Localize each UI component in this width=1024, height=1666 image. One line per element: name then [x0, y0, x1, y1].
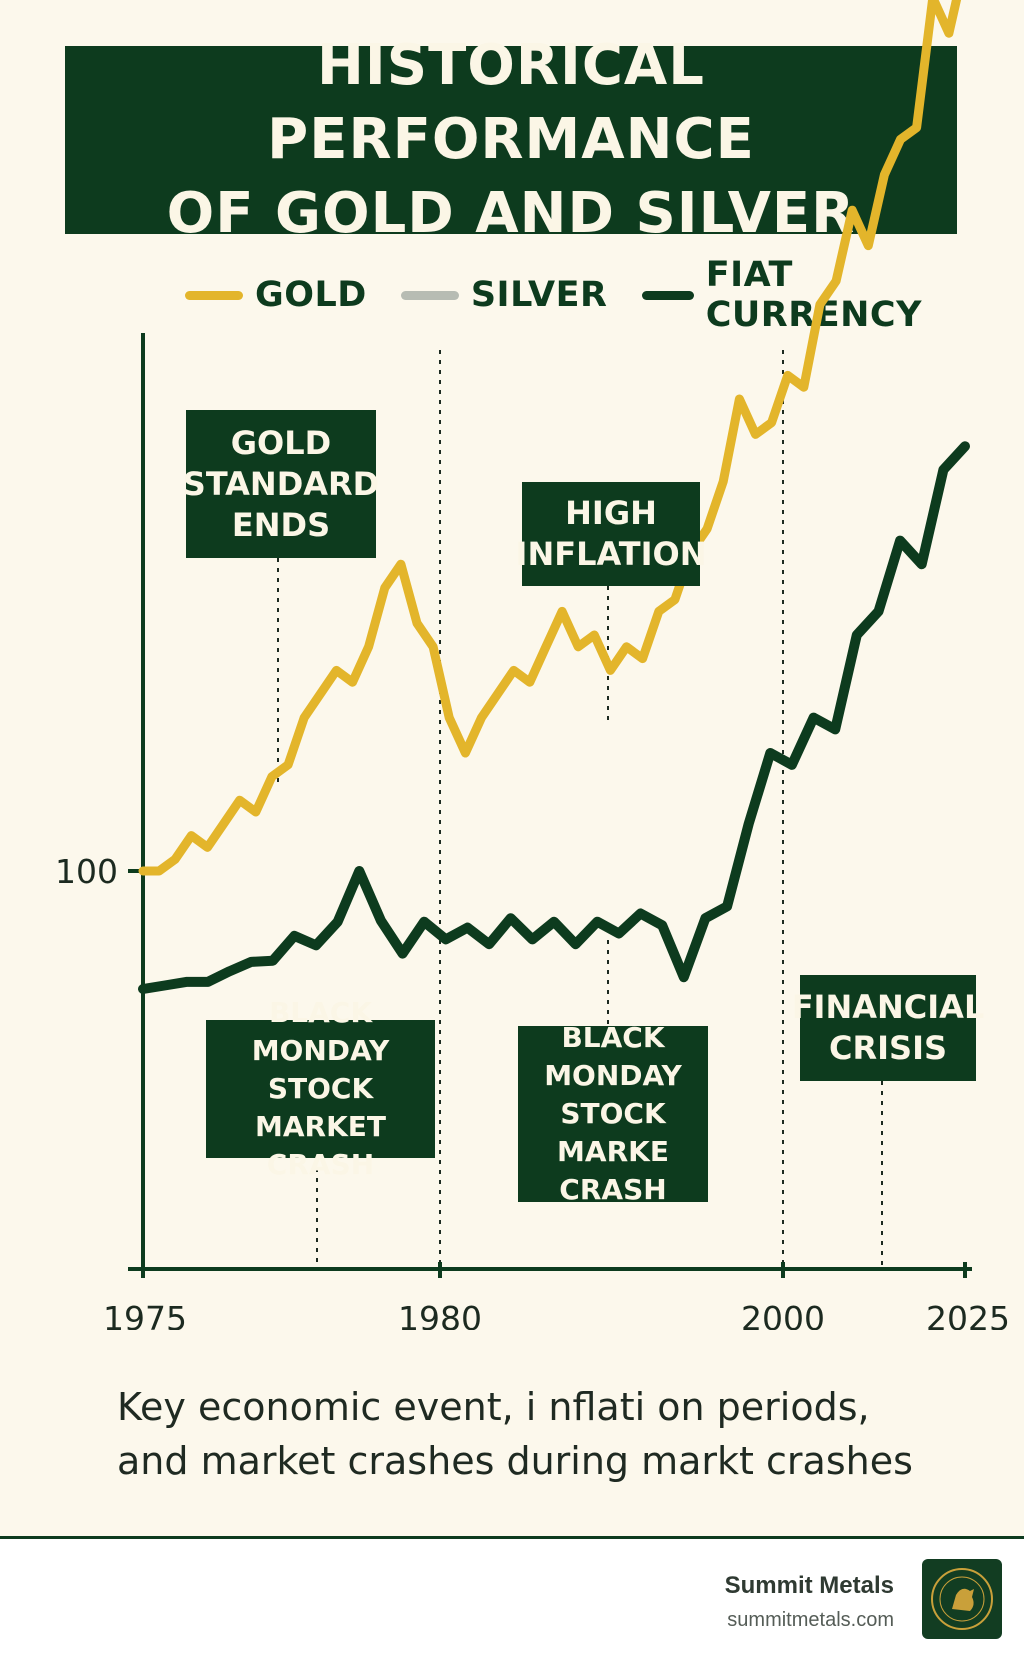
series-line-gold	[138, 0, 962, 876]
legend-item-gold: GOLD	[185, 275, 367, 315]
brand-logo	[922, 1559, 1002, 1639]
x-tick-label-1975: 1975	[103, 1299, 187, 1330]
chart-title-banner: HISTORICAL PERFORMANCE OF GOLD AND SILVER	[65, 33, 957, 246]
chart-title: HISTORICAL PERFORMANCE OF GOLD AND SILVER	[166, 33, 856, 246]
x-tick-label-1980: 1980	[398, 1299, 482, 1330]
x-tick-label-2025: 2025	[926, 1299, 1010, 1330]
event-label-high-inflation: HIGH INFLATION	[516, 482, 706, 586]
lion-crest-icon	[931, 1568, 993, 1630]
brand-name: Summit Metals	[724, 1572, 894, 1599]
chart-legend: GOLD SILVER FIAT CURRENCY	[185, 255, 1024, 335]
legend-swatch-gold	[185, 290, 243, 300]
legend-item-silver: SILVER	[400, 275, 608, 315]
x-tick-label-2000: 2000	[741, 1299, 825, 1330]
chart-caption: Key economic event, i nflati on periods,…	[117, 1380, 937, 1488]
y-tick-label-100: 100	[55, 852, 118, 891]
legend-swatch-fiat	[641, 290, 694, 300]
event-label-black-monday-1: BLACK MONDAY STOCK MARKET CRASH	[206, 996, 435, 1181]
footer-divider	[0, 1536, 1024, 1539]
legend-label-silver: SILVER	[470, 275, 608, 315]
legend-swatch-silver	[400, 290, 459, 300]
caption-line-2: and market crashes during markt crashes	[117, 1439, 913, 1483]
line-chart: 1975 1980 2000 2025 100	[55, 0, 1010, 1330]
event-label-black-monday-2: BLACK MONDAY STOCK MARKE CRASH	[518, 1021, 708, 1206]
footer: Summit Metals summitmetals.com	[0, 1539, 1024, 1666]
legend-label-gold: GOLD	[255, 275, 367, 315]
series-line-fiat-currency	[138, 441, 970, 994]
brand-url: summitmetals.com	[727, 1609, 894, 1631]
event-label-gold-standard-ends: GOLD STANDARD ENDS	[183, 410, 379, 558]
caption-line-1: Key economic event, i nflati on periods,	[117, 1385, 870, 1429]
event-label-financial-crisis: FINANCIAL CRISIS	[792, 975, 984, 1081]
